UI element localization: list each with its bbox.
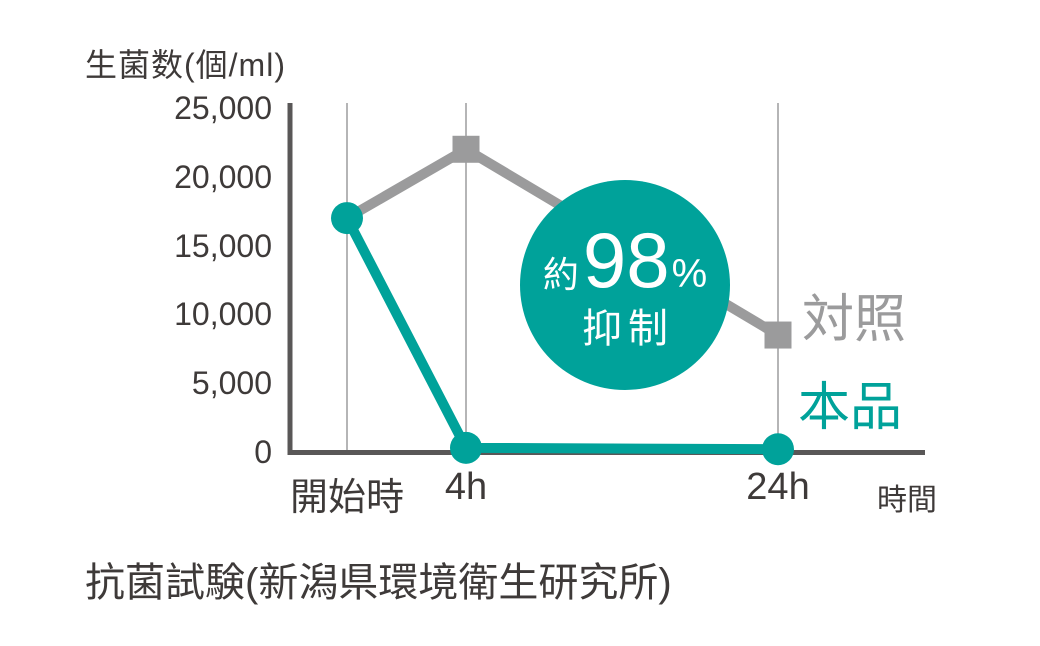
badge-percent-line: 約 98 %	[543, 221, 707, 299]
x-category-label: 開始時	[289, 477, 405, 519]
marker-circle-本品	[762, 433, 794, 466]
x-category-label: 4h	[444, 466, 488, 508]
badge-value: 98	[582, 216, 670, 304]
badge-percent-sign: %	[671, 252, 708, 296]
y-tick-label: 0	[254, 434, 272, 470]
marker-circle-本品	[331, 202, 363, 235]
y-tick-label: 20,000	[174, 158, 272, 195]
marker-square-対照	[764, 321, 792, 349]
test-caption: 抗菌試験(新潟県環境衛生研究所)	[85, 561, 672, 605]
y-tick-label: 10,000	[174, 296, 272, 333]
y-axis-title: 生菌数(個/ml)	[85, 47, 286, 83]
x-axis-unit-label: 時間	[877, 484, 937, 517]
x-category-label: 24h	[746, 466, 810, 508]
y-tick-label: 15,000	[174, 227, 272, 264]
legend-item-product: 本品	[798, 379, 903, 437]
badge-suffix: 抑制	[582, 307, 674, 351]
badge-prefix: 約	[542, 254, 579, 295]
y-tick-label: 25,000	[174, 90, 272, 126]
marker-circle-本品	[450, 431, 482, 464]
y-tick-label: 5,000	[191, 365, 272, 402]
suppression-badge: 約 98 % 抑制	[520, 180, 730, 390]
marker-square-対照	[452, 135, 480, 163]
legend-item-control: 対照	[802, 291, 907, 349]
